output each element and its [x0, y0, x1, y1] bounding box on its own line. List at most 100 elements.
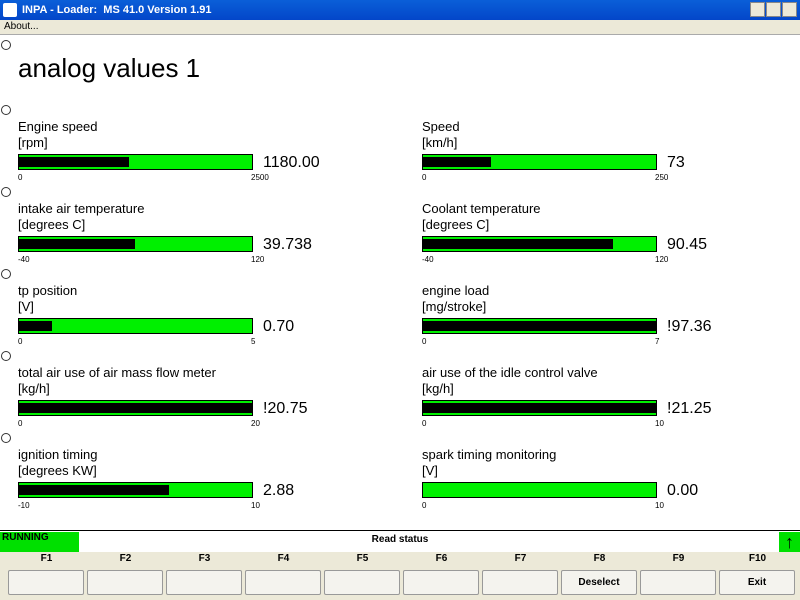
function-key-label: F3 — [198, 553, 211, 564]
gauge-bar — [19, 239, 136, 249]
gauge-label: Coolant temperature — [422, 201, 541, 216]
gauge-value: 2.88 — [263, 482, 295, 499]
gauge-label: Engine speed — [18, 119, 98, 134]
gauge-min-label: 0 — [422, 419, 427, 428]
function-key-button[interactable] — [166, 570, 242, 595]
function-key-label: F7 — [514, 553, 527, 564]
gauge-max-label: 5 — [251, 337, 256, 346]
arrow-button[interactable]: ↑ — [779, 532, 800, 553]
gauge-track — [422, 400, 657, 416]
gauge-bar — [19, 321, 52, 331]
gauge-label: ignition timing — [18, 447, 98, 462]
gauge-value: 0.70 — [263, 318, 295, 335]
gauge-bar — [423, 157, 492, 167]
function-key-button[interactable] — [8, 570, 84, 595]
gauge-min-label: 0 — [422, 173, 427, 182]
gauge-label: total air use of air mass flow meter — [18, 365, 216, 380]
gauge-track — [18, 482, 253, 498]
gauge-bar — [423, 321, 656, 331]
window-title: INPA - Loader: MS 41.0 Version 1.91 — [22, 4, 212, 16]
radio-indicator — [1, 187, 11, 197]
gauge-track — [18, 318, 253, 334]
radio-indicator — [1, 105, 11, 115]
gauge-min-label: 0 — [422, 337, 427, 346]
gauge-min-label: 0 — [18, 419, 23, 428]
radio-indicator — [1, 40, 11, 50]
gauge-value: 0.00 — [667, 482, 699, 499]
gauge-label: intake air temperature — [18, 201, 145, 216]
gauge-max-label: 2500 — [251, 173, 269, 182]
gauge-max-label: 20 — [251, 419, 260, 428]
gauge-unit: [mg/stroke] — [422, 299, 487, 314]
status-message: Read status — [371, 534, 429, 545]
function-key-label: F2 — [119, 553, 132, 564]
function-key-button[interactable] — [245, 570, 321, 595]
gauge-unit: [degrees C] — [422, 217, 490, 232]
gauge-unit: [kg/h] — [18, 381, 50, 396]
gauge-max-label: 10 — [655, 419, 664, 428]
gauge-label: spark timing monitoring — [422, 447, 557, 462]
minimize-button[interactable] — [750, 2, 765, 17]
heading: analog values 1 — [18, 53, 201, 83]
gauge-bar — [19, 485, 170, 495]
gauge-label: air use of the idle control valve — [422, 365, 598, 380]
function-key-button[interactable]: Exit — [719, 570, 795, 595]
radio-indicator — [1, 351, 11, 361]
function-key-button[interactable] — [640, 570, 716, 595]
gauge-bar — [19, 403, 252, 413]
gauge-min-label: -40 — [18, 255, 30, 264]
function-key-bar: F1 F2 F3 F4 F5 F6 F7 F8 Deselect F9 F10 Exit — [0, 552, 800, 600]
gauge-bar — [19, 157, 129, 167]
status-bar: RUNNING Read status ↑ — [0, 530, 800, 553]
gauge-max-label: 7 — [655, 337, 660, 346]
function-key-button[interactable] — [87, 570, 163, 595]
gauge-value: 90.45 — [667, 236, 708, 253]
function-key-button[interactable]: Deselect — [561, 570, 637, 595]
gauge-label: engine load — [422, 283, 490, 298]
gauge-max-label: 10 — [655, 501, 664, 510]
gauge-unit: [V] — [422, 463, 438, 478]
function-key-label: F5 — [356, 553, 369, 564]
gauge-max-label: 250 — [655, 173, 669, 182]
gauge-value: 1180.00 — [263, 154, 320, 171]
function-key-label: F4 — [277, 553, 290, 564]
gauge-track — [18, 400, 253, 416]
function-key-button[interactable] — [482, 570, 558, 595]
gauge-unit: [rpm] — [18, 135, 48, 150]
gauge-min-label: 0 — [18, 337, 23, 346]
maximize-button[interactable] — [766, 2, 781, 17]
menu-item[interactable]: About... — [4, 21, 39, 32]
gauge-unit: [degrees KW] — [18, 463, 97, 478]
gauge-track — [422, 318, 657, 334]
function-key-label: F6 — [435, 553, 448, 564]
gauge-max-label: 120 — [251, 255, 265, 264]
gauge-value: !97.36 — [667, 318, 712, 335]
gauge-min-label: -10 — [18, 501, 30, 510]
function-key-label: F10 — [748, 553, 767, 564]
gauge-min-label: 0 — [18, 173, 23, 182]
gauge-value: !20.75 — [263, 400, 308, 417]
gauge-unit: [degrees C] — [18, 217, 86, 232]
close-button[interactable] — [782, 2, 797, 17]
app-icon — [3, 3, 17, 17]
gauge-track — [18, 236, 253, 252]
gauge-track — [422, 154, 657, 170]
gauge-value: 39.738 — [263, 236, 312, 253]
content-area: analog values 1 Engine speed [rpm] 1180.00… — [0, 35, 800, 530]
gauge-track — [422, 482, 657, 498]
gauge-unit: [V] — [18, 299, 34, 314]
function-key-button[interactable] — [403, 570, 479, 595]
radio-indicator — [1, 433, 11, 443]
gauge-max-label: 10 — [251, 501, 260, 510]
gauge-bar — [423, 239, 613, 249]
gauge-value: !21.25 — [667, 400, 712, 417]
function-key-button[interactable] — [324, 570, 400, 595]
gauge-unit: [km/h] — [422, 135, 458, 150]
radio-indicator — [1, 269, 11, 279]
gauge-min-label: -40 — [422, 255, 434, 264]
gauge-track — [422, 236, 657, 252]
gauge-value: 73 — [667, 154, 685, 171]
function-key-label: F8 — [593, 553, 606, 564]
gauge-min-label: 0 — [422, 501, 427, 510]
